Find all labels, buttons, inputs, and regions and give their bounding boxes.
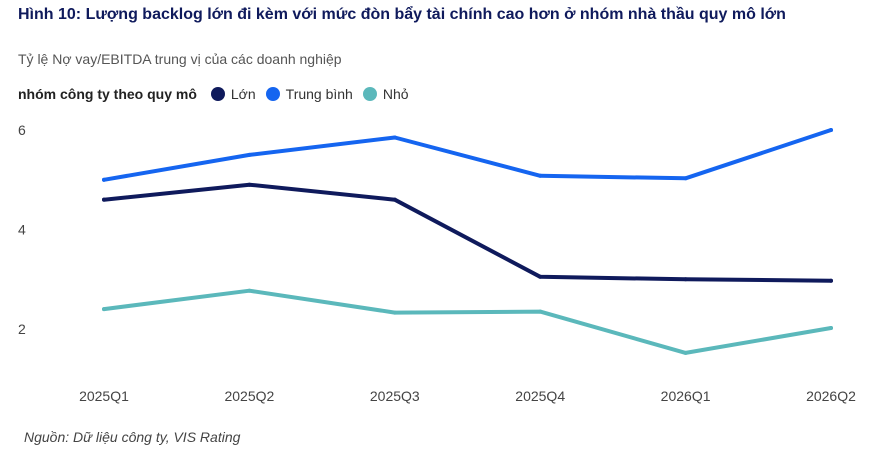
legend-item-lon: Lớn bbox=[210, 86, 256, 102]
data-point bbox=[392, 197, 397, 202]
data-point bbox=[829, 128, 833, 132]
x-tick-label: 2025Q1 bbox=[79, 388, 129, 404]
chart-title: Hình 10: Lượng backlog lớn đi kèm với mứ… bbox=[18, 6, 786, 23]
data-point bbox=[102, 307, 106, 312]
data-point bbox=[102, 177, 106, 182]
x-tick-label: 2026Q2 bbox=[806, 388, 856, 404]
y-tick-label: 4 bbox=[18, 222, 26, 238]
data-point bbox=[392, 310, 397, 315]
series-line-nho bbox=[102, 288, 833, 355]
data-point bbox=[683, 176, 688, 181]
legend-item-trung-binh: Trung bình bbox=[265, 86, 353, 102]
data-point bbox=[538, 309, 543, 314]
data-point bbox=[683, 277, 688, 282]
legend-title: nhóm công ty theo quy mô bbox=[18, 86, 197, 102]
x-tick-label: 2025Q3 bbox=[370, 388, 420, 404]
y-tick-label: 2 bbox=[18, 321, 26, 337]
data-point bbox=[247, 182, 252, 187]
data-point bbox=[683, 350, 688, 355]
data-point bbox=[829, 326, 833, 331]
legend-label-trung-binh: Trung bình bbox=[285, 86, 353, 102]
data-point bbox=[392, 135, 397, 140]
legend-label-lon: Lớn bbox=[230, 86, 256, 102]
legend-marker-trung-binh bbox=[265, 87, 280, 101]
series-line-trung-binh bbox=[102, 128, 833, 182]
data-point bbox=[247, 152, 252, 157]
legend-marker-lon bbox=[210, 87, 225, 101]
data-point bbox=[829, 278, 833, 283]
source-note: Nguồn: Dữ liệu công ty, VIS Rating bbox=[24, 429, 241, 445]
data-point bbox=[538, 173, 543, 178]
data-point bbox=[538, 274, 543, 279]
chart-subtitle: Tỷ lệ Nợ vay/EBITDA trung vị của các doa… bbox=[18, 51, 342, 67]
y-tick-label: 6 bbox=[18, 122, 26, 138]
x-tick-label: 2025Q4 bbox=[515, 388, 565, 404]
legend-label-nho: Nhỏ bbox=[382, 86, 409, 102]
series-line-lon bbox=[102, 182, 833, 283]
legend-item-nho: Nhỏ bbox=[362, 86, 409, 102]
data-point bbox=[247, 288, 252, 293]
legend: nhóm công ty theo quy mô Lớn Trung bình … bbox=[18, 86, 419, 102]
data-point bbox=[102, 197, 106, 202]
x-tick-label: 2026Q1 bbox=[661, 388, 711, 404]
x-tick-label: 2025Q2 bbox=[224, 388, 274, 404]
legend-marker-nho bbox=[362, 87, 377, 101]
